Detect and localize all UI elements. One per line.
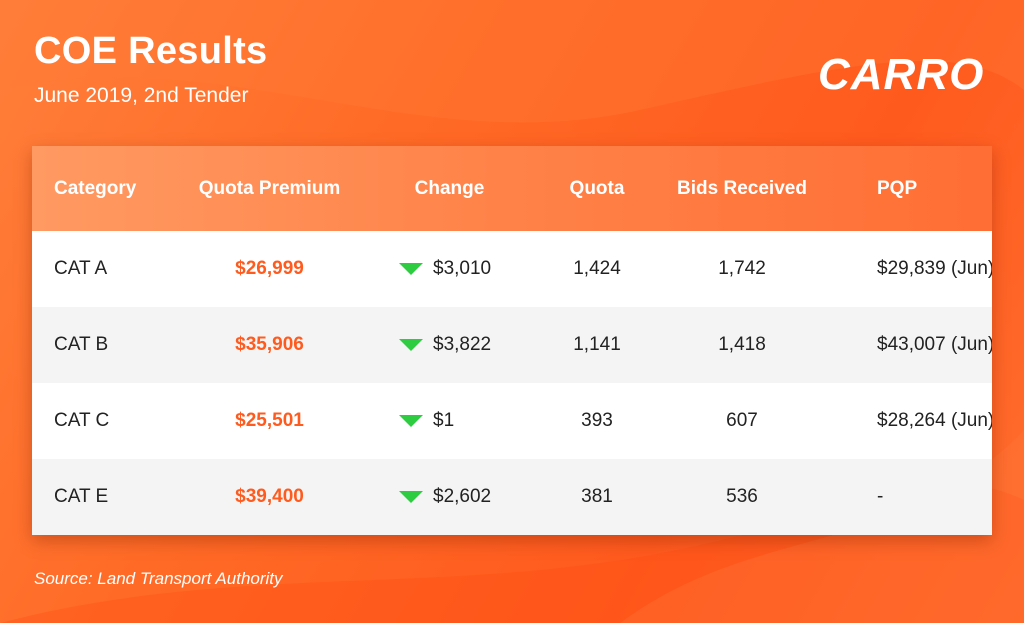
down-triangle-icon: [399, 415, 423, 427]
cell-bids-received: 1,418: [718, 334, 766, 355]
table-row: CAT B $35,906 $3,822 1,141 1,418 $43,007…: [32, 307, 992, 383]
cell-pqp: $28,264 (Jun): [877, 410, 992, 431]
source-note: Source: Land Transport Authority: [34, 569, 283, 588]
col-header-quota-premium: Quota Premium: [198, 177, 341, 199]
col-header-change: Change: [414, 177, 485, 199]
cell-pqp: $29,839 (Jun): [877, 258, 992, 279]
col-header-pqp: PQP: [877, 177, 918, 199]
change-value: $3,010: [433, 258, 492, 279]
change-value: $2,602: [433, 486, 492, 507]
change-value: $3,822: [433, 334, 492, 355]
cell-change: $3,010: [352, 258, 547, 280]
cell-quota: 1,424: [573, 258, 621, 279]
cell-change: $3,822: [352, 334, 547, 356]
cell-change: $2,602: [352, 486, 547, 508]
cell-pqp: -: [877, 486, 884, 507]
cell-quota: 381: [581, 486, 613, 507]
down-triangle-icon: [399, 263, 423, 275]
table-row: CAT C $25,501 $1 393 607 $28,264 (Jun): [32, 383, 992, 459]
col-header-bids-received: Bids Received: [677, 177, 807, 199]
carro-logo: CARRO: [818, 50, 985, 99]
cell-quota: 393: [581, 410, 613, 431]
change-value: $1: [433, 410, 455, 431]
cell-category: CAT E: [54, 486, 109, 507]
cell-category: CAT B: [54, 334, 109, 355]
cell-bids-received: 607: [726, 410, 758, 431]
cell-bids-received: 1,742: [718, 258, 766, 279]
cell-pqp: $43,007 (Jun): [877, 334, 992, 355]
cell-change: $1: [352, 410, 547, 432]
down-triangle-icon: [399, 339, 423, 351]
page-title: COE Results: [34, 30, 268, 72]
col-header-quota: Quota: [569, 177, 625, 199]
table-row: CAT A $26,999 $3,010 1,424 1,742 $29,839…: [32, 231, 992, 307]
cell-quota-premium: $39,400: [235, 486, 304, 507]
cell-quota-premium: $35,906: [235, 334, 304, 355]
cell-bids-received: 536: [726, 486, 758, 507]
cell-category: CAT A: [54, 258, 108, 279]
col-header-category: Category: [54, 177, 137, 199]
coe-results-table: Category Quota Premium Change Quota Bids…: [32, 146, 992, 535]
cell-quota-premium: $26,999: [235, 258, 304, 279]
cell-quota: 1,141: [573, 334, 621, 355]
table-row: CAT E $39,400 $2,602 381 536 -: [32, 459, 992, 535]
table-header: Category Quota Premium Change Quota Bids…: [32, 146, 992, 231]
cell-quota-premium: $25,501: [235, 410, 304, 431]
down-triangle-icon: [399, 491, 423, 503]
cell-category: CAT C: [54, 410, 110, 431]
page-subtitle: June 2019, 2nd Tender: [34, 84, 249, 107]
